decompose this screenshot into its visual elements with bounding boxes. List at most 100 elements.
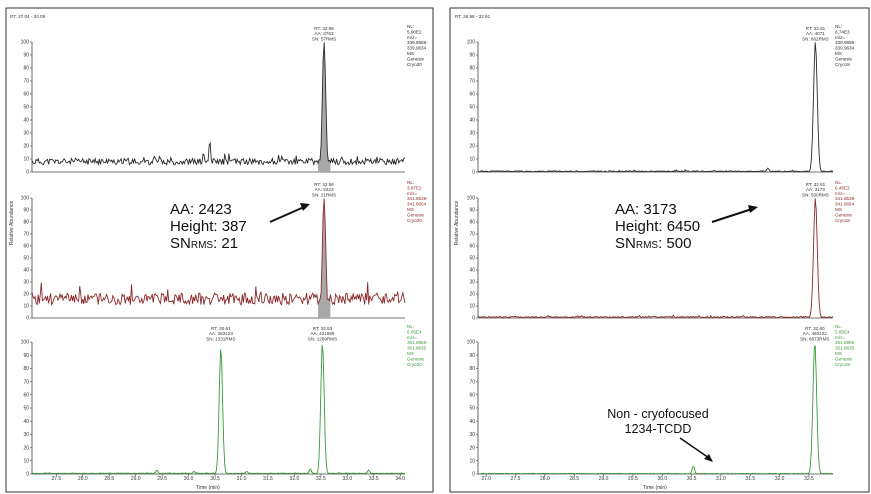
right-annotation2-line2: 1234-TCDD (625, 422, 692, 436)
right-chart-2-peak-0-label-0: RT: 32.60 (805, 326, 825, 331)
right-chart-1-info-2: m/z= (835, 191, 845, 196)
right-chart-1-info-4: 341.8654 (835, 202, 855, 207)
left-chart-0-info-6: Genesis (407, 56, 425, 61)
left-chart-2-info-5: MS (407, 351, 414, 356)
right-chart-1-info-5: MS (835, 207, 842, 212)
left-xtick-label-0: 27.5 (51, 476, 61, 482)
left-xtick-label-8: 31.5 (263, 476, 273, 482)
left-xtick-label-13: 34.0 (395, 476, 405, 482)
right-chart-0-ytick-label-10: 100 (467, 40, 476, 46)
right-chart-1-info-3: 341.8538- (835, 196, 856, 201)
right-chart-2-ytick-label-0: 0 (472, 472, 475, 478)
right-chart-2-info-2: m/z= (835, 335, 845, 340)
left-chart-0-peak-fill-0 (318, 42, 331, 173)
left-chart-0-peak-0-label-2: SN: 57RMS (312, 36, 336, 41)
left-chart-1-info-3: 341.8538- (407, 196, 428, 201)
left-chart-1-ytick-label-10: 100 (21, 196, 30, 202)
left-chart-0-info-7: Cryo20 (407, 62, 422, 67)
left-chart-0-ytick-label-7: 70 (23, 79, 29, 85)
right-xtick-label-9: 31.5 (745, 476, 755, 482)
left-x-axis-label: Time (min) (196, 485, 220, 491)
right-chart-0-trace (477, 42, 834, 173)
right-chart-1-ytick-label-5: 50 (469, 256, 475, 262)
left-xtick-label-11: 33.0 (342, 476, 352, 482)
left-chart-1-info-0: NL: (407, 180, 414, 185)
left-chart-2-ytick-label-4: 40 (23, 419, 29, 425)
right-chart-0-info-3: 339.8586- (835, 40, 856, 45)
left-chart-2-info-1: 6.05E4 (407, 329, 422, 334)
left-chart-2-peak-1-label-2: SN: 1269RMS (308, 336, 337, 341)
left-chart-1-info-1: 3.87E2 (407, 185, 422, 190)
left-chart-1-info-5: MS (407, 207, 414, 212)
right-chart-0-ytick-label-9: 90 (469, 53, 475, 59)
right-chart-2-info-0: NL: (835, 324, 842, 329)
right-chart-1-ytick-label-6: 60 (469, 244, 475, 250)
right-chart-0-info-6: Genesis (835, 56, 853, 61)
right-chart-0-info-0: NL: (835, 24, 842, 29)
right-xtick-label-1: 27.5 (511, 476, 521, 482)
right-chart-0-info-5: MS (835, 51, 842, 56)
left-chart-0-trace (31, 42, 406, 167)
left-chart-1-info-7: Cryo20 (407, 218, 422, 223)
right-y-axis-label: Relative Abundance (454, 201, 460, 246)
right-annotation-aa: AA: 3173 (615, 201, 677, 218)
right-chart-0-info-2: m/z= (835, 35, 845, 40)
right-chart-2-info-1: 5.85E4 (835, 329, 850, 334)
left-chart-2-ytick-label-7: 70 (23, 379, 29, 385)
right-chart-0-peak-0-label-1: AA: 4071 (806, 31, 825, 36)
right-chart-2-info-4: 351.8635 (835, 346, 855, 351)
right-chart-0-ytick-label-1: 10 (469, 157, 475, 163)
right-annotation: AA: 3173 Height: 6450 SNRMS: 500 (615, 201, 758, 252)
left-chart-1-ytick-label-9: 90 (23, 208, 29, 214)
right-chart-2-ytick-label-1: 10 (469, 459, 475, 465)
left-chart-1-ytick-label-4: 40 (23, 268, 29, 274)
left-chart-0-info-2: m/z= (407, 35, 417, 40)
left-chart-0-info-3: 339.8586- (407, 40, 428, 45)
left-chart-2-ytick-label-0: 0 (26, 472, 29, 478)
right-chart-0-info-4: 339.9634 (835, 46, 855, 51)
left-xtick-label-10: 32.5 (316, 476, 326, 482)
right-chart-1-ytick-label-9: 90 (469, 208, 475, 214)
left-chart-0-info-5: MS (407, 51, 414, 56)
left-chart-2-trace (31, 344, 406, 475)
left-chart-1-ytick-label-7: 70 (23, 232, 29, 238)
right-xtick-label-3: 28.5 (569, 476, 579, 482)
left-chart-1-peak-0-label-1: AA: 2423 (315, 187, 334, 192)
left-xtick-label-6: 30.5 (210, 476, 220, 482)
right-chart-1-ytick-label-3: 30 (469, 280, 475, 286)
left-annotation-arrow (269, 206, 305, 223)
right-chart-1-ytick-label-8: 80 (469, 220, 475, 226)
right-xtick-label-4: 29.0 (599, 476, 609, 482)
left-chart-2-ytick-label-2: 20 (23, 445, 29, 451)
left-chart-0-info-4: 339.9634 (407, 46, 427, 51)
right-chart-2-ytick-label-6: 60 (469, 393, 475, 399)
right-chart-1-trace (477, 198, 834, 319)
left-xtick-label-9: 32.0 (290, 476, 300, 482)
right-xtick-label-0: 27.0 (481, 476, 491, 482)
left-chart-2-peak-0-label-1: AA: 363123 (209, 331, 233, 336)
left-chart-0-ytick-label-5: 50 (23, 105, 29, 111)
left-chart-2-info-7: Cryo20 (407, 362, 422, 367)
left-chart-0-ytick-label-10: 100 (21, 40, 30, 46)
right-chart-1-peak-0-label-2: SN: 500RMS (802, 192, 829, 197)
left-chart-1-ytick-label-0: 0 (26, 316, 29, 322)
left-chart-0-peak-0-label-1: AA: 3763 (315, 31, 334, 36)
left-rt-range: RT: 27.04 - 34.09 (10, 14, 46, 19)
left-chart-2-ytick-label-1: 10 (23, 459, 29, 465)
right-chart-1-peak-0-label-0: RT: 32.61 (806, 182, 826, 187)
right-chart-1-ytick-label-1: 10 (469, 304, 475, 310)
left-chart-2-ytick-label-9: 90 (23, 353, 29, 359)
left-chart-2-peak-0-label-0: RT: 30.61 (211, 326, 231, 331)
right-chart-2-peak-0-label-1: AA: 460422 (803, 331, 827, 336)
right-xtick-label-10: 32.0 (775, 476, 785, 482)
right-chart-2-trace (477, 345, 834, 475)
right-chart-0-ytick-label-2: 20 (469, 144, 475, 150)
left-chart-2-info-3: 351.8965- (407, 340, 428, 345)
left-annotation-sn: SNRMS: 21 (170, 235, 238, 252)
right-chart-0-ytick-label-5: 50 (469, 105, 475, 111)
right-chart-0-ytick-label-6: 60 (469, 92, 475, 98)
